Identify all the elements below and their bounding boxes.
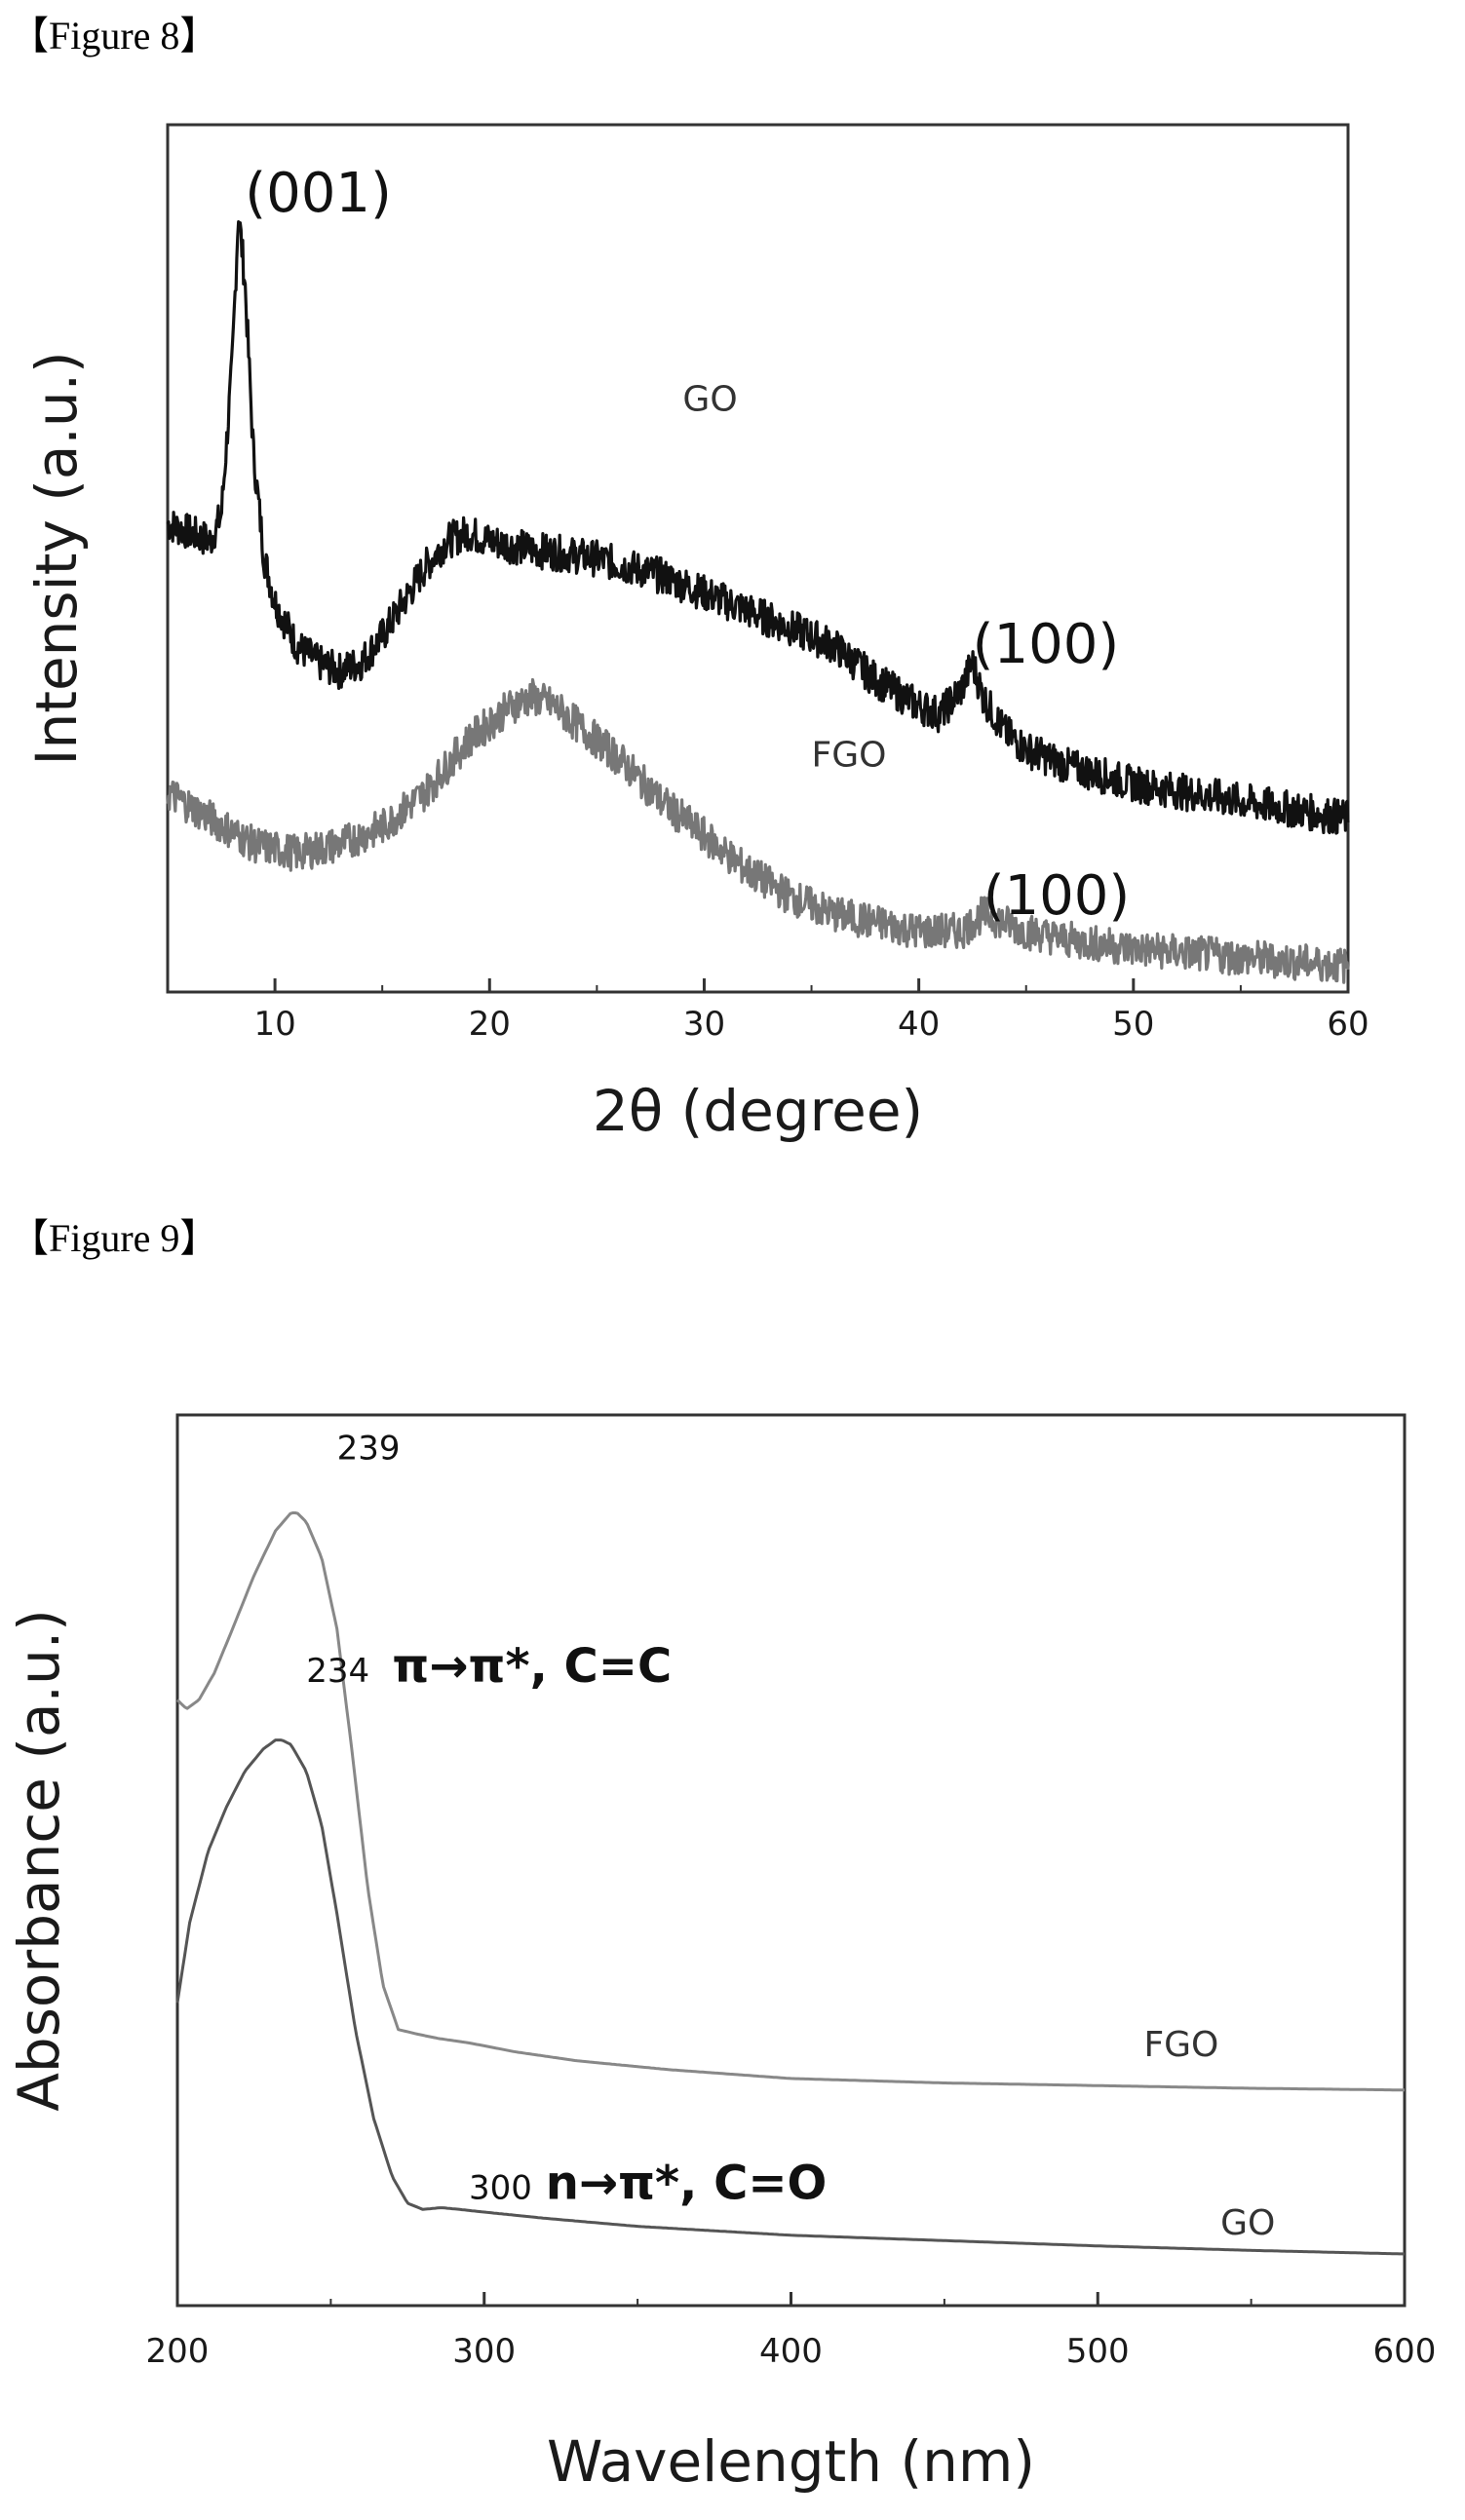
annotation-label: (100) (973, 613, 1120, 676)
xrd-chart: 10 20 30 40 50 60 2θ (degree) Intensity (a.u.) (… (23, 123, 1369, 1144)
annotation-label: 239 (337, 1430, 401, 1469)
y-axis-title: Absorbance (a.u.) (6, 1609, 72, 2112)
x-axis-title: 2θ (degree) (593, 1078, 923, 1144)
annotation-label: 300 (469, 2168, 532, 2207)
figure-8-label: 【Figure 8】 (10, 14, 219, 57)
annotation-label: (001) (245, 162, 392, 225)
x-tick-label: 400 (759, 2332, 823, 2371)
series-label-go: GO (1220, 2203, 1275, 2243)
x-tick-label: 30 (683, 1005, 725, 1044)
x-tick-label: 500 (1066, 2332, 1130, 2371)
x-tick-label: 50 (1112, 1005, 1154, 1044)
x-tick-label: 300 (452, 2332, 516, 2371)
series-line-go (175, 1738, 1406, 2256)
plot-frame (166, 123, 1350, 994)
series-line-go (166, 220, 1350, 835)
series-label-go: GO (682, 380, 737, 420)
x-tick-label: 200 (146, 2332, 210, 2371)
figure-9-label: 【Figure 9】 (10, 1216, 219, 1260)
series-line-fgo (175, 1511, 1405, 2092)
absorbance-chart: 200 300 400 500 600 Wavelength (nm) Absorbance… (6, 1413, 1437, 2495)
x-tick-label: 20 (469, 1005, 511, 1044)
x-tick-label: 600 (1373, 2332, 1437, 2371)
series-label-fgo: FGO (1143, 2025, 1218, 2065)
x-tick-label: 60 (1327, 1005, 1369, 1044)
annotation-label: n→π*, C=O (546, 2156, 828, 2210)
series-line-fgo (166, 677, 1350, 984)
y-axis-title: Intensity (a.u.) (23, 351, 90, 765)
x-tick-label: 10 (253, 1005, 295, 1044)
x-axis-title: Wavelength (nm) (547, 2428, 1035, 2495)
annotation-label: π→π*, C=C (392, 1639, 672, 1694)
x-tick-label: 40 (898, 1005, 940, 1044)
series-label-fgo: FGO (812, 736, 887, 776)
annotation-label: 234 (306, 1652, 369, 1691)
annotation-label: (100) (983, 864, 1131, 928)
